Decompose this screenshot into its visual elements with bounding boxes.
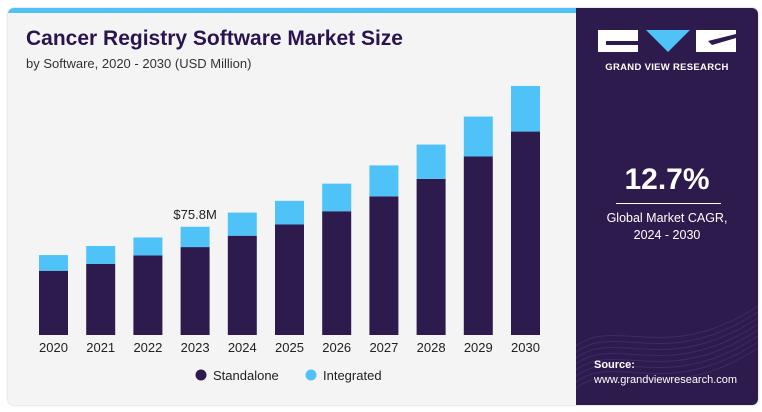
x-tick-label-2025: 2025 <box>275 340 304 355</box>
brand-logo <box>598 30 736 52</box>
cagr-divider <box>616 203 721 204</box>
bar-chart: 2020 2021 2022 2023 $75.8M 2024 2025 2026 2027 20… <box>39 85 540 383</box>
x-tick-label-2028: 2028 <box>417 340 446 355</box>
x-tick-label-2023: 2023 <box>181 340 210 355</box>
x-tick-label-2027: 2027 <box>369 340 398 355</box>
bar-integrated-2020 <box>39 255 68 271</box>
cagr-label-line2: 2024 - 2030 <box>633 228 701 242</box>
cagr-label: Global Market CAGR, 2024 - 2030 <box>576 210 758 244</box>
bar-integrated-2028 <box>416 144 446 179</box>
bar-standalone-2021 <box>86 263 116 335</box>
bar-integrated-2029 <box>463 116 493 157</box>
x-tick-label-2029: 2029 <box>464 340 493 355</box>
bar-integrated-2027 <box>369 165 399 197</box>
x-tick-label-2026: 2026 <box>322 340 351 355</box>
bar-integrated-2023 <box>180 226 210 248</box>
x-tick-label-2020: 2020 <box>39 340 68 355</box>
bar-standalone-2022 <box>133 255 163 335</box>
bar-standalone-2029 <box>463 156 493 335</box>
bar-integrated-2021 <box>86 245 116 264</box>
legend-swatch-integrated <box>305 369 317 381</box>
x-tick-label-2022: 2022 <box>133 340 162 355</box>
bar-integrated-2025 <box>275 200 304 225</box>
chart-title: Cancer Registry Software Market Size <box>26 27 403 50</box>
chart-card: Cancer Registry Software Market Size by … <box>8 8 758 405</box>
x-tick-label-2024: 2024 <box>228 340 257 355</box>
decorative-waves <box>576 305 758 389</box>
bar-standalone-2024 <box>227 235 257 335</box>
brand-name: GRAND VIEW RESEARCH <box>605 62 729 73</box>
legend-swatch-standalone <box>195 369 207 381</box>
cagr-value: 12.7% <box>624 163 710 196</box>
bar-standalone-2025 <box>275 224 304 335</box>
bar-standalone-2026 <box>322 211 352 335</box>
side-panel: GRAND VIEW RESEARCH 12.7% Global Market … <box>576 8 758 405</box>
data-label-2023: $75.8M <box>173 207 216 222</box>
x-tick-label-2030: 2030 <box>511 340 540 355</box>
bar-standalone-2028 <box>416 178 446 335</box>
x-tick-label-2021: 2021 <box>86 340 115 355</box>
bar-integrated-2030 <box>511 85 540 132</box>
bar-integrated-2024 <box>227 212 257 236</box>
bar-integrated-2022 <box>133 237 163 256</box>
source-url[interactable]: www.grandviewresearch.com <box>594 374 738 386</box>
chart-subtitle: by Software, 2020 - 2030 (USD Million) <box>26 56 252 71</box>
source-label: Source: <box>594 359 635 371</box>
bar-standalone-2020 <box>39 270 68 335</box>
cagr-label-line1: Global Market CAGR, <box>606 211 728 225</box>
legend-label-standalone: Standalone <box>213 368 279 383</box>
bar-standalone-2023 <box>180 247 210 335</box>
bar-standalone-2027 <box>369 196 399 335</box>
bar-integrated-2026 <box>322 183 352 212</box>
bar-standalone-2030 <box>511 131 540 335</box>
accent-bar <box>8 8 578 13</box>
source-note: Source: www.grandviewresearch.com <box>594 358 737 388</box>
legend-label-integrated: Integrated <box>323 368 382 383</box>
